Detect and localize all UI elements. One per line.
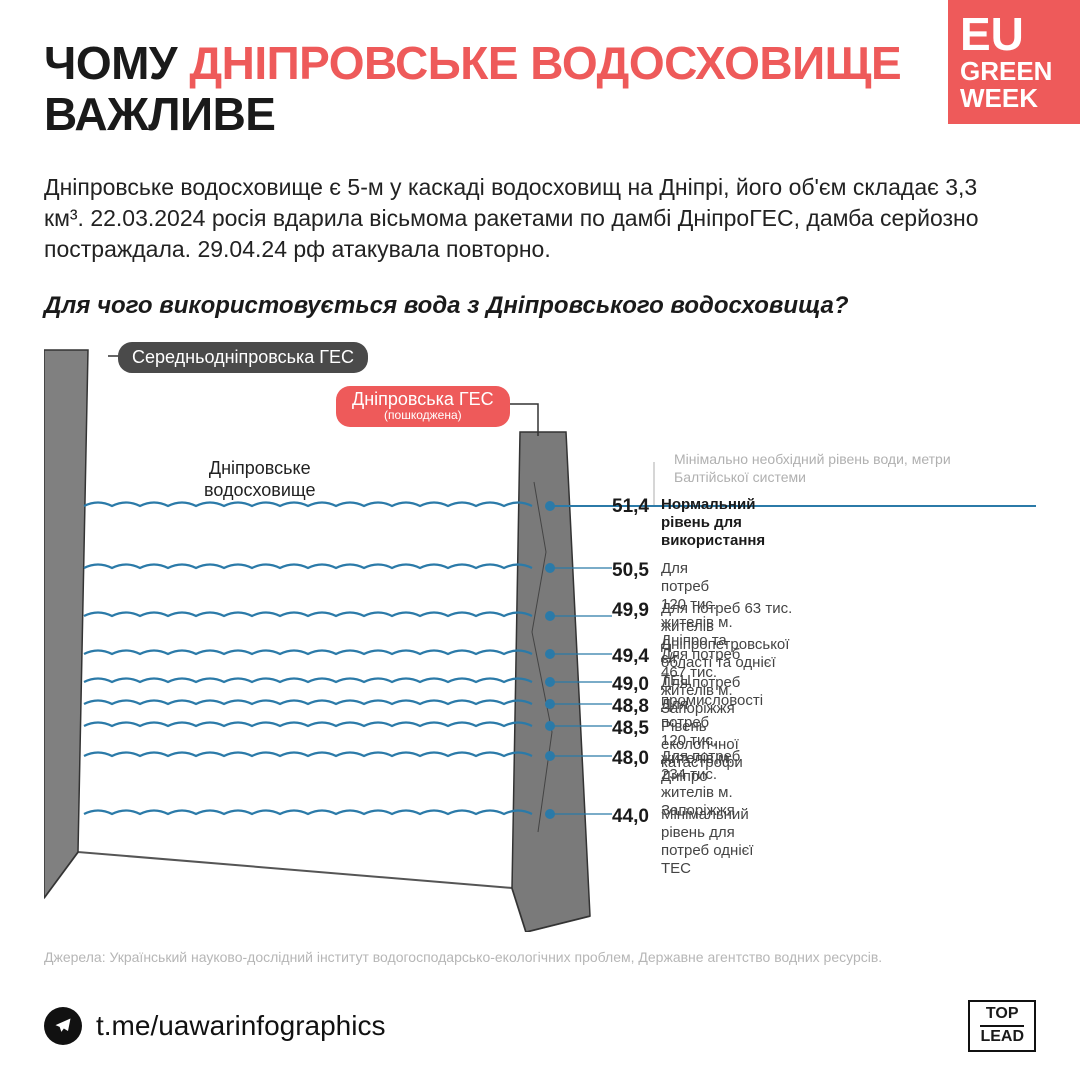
label-min-note: Мінімально необхідний рівень води, метри… — [674, 450, 1014, 486]
water-level-row: 44,0 Мінімальний рівень для потреб однієї… — [612, 806, 768, 878]
badge-eu: EU — [960, 13, 1080, 57]
eu-green-week-badge: EU GREEN WEEK — [948, 0, 1080, 124]
level-value: 50,5 — [612, 560, 649, 582]
label-reservoir: Дніпровськеводосховище — [204, 458, 316, 501]
level-value: 49,9 — [612, 600, 649, 622]
level-value: 48,8 — [612, 696, 649, 718]
label-dam-upstream: Середньодніпровська ГЕС — [118, 342, 368, 373]
telegram-link[interactable]: t.me/uawarinfographics — [44, 1007, 385, 1045]
level-value: 49,0 — [612, 674, 649, 696]
telegram-handle: t.me/uawarinfographics — [96, 1010, 385, 1042]
level-value: 48,0 — [612, 748, 649, 770]
dam2-name: Дніпровська ГЕС — [352, 389, 494, 409]
level-desc: Мінімальний рівень для потреб однієї ТЕС — [661, 806, 768, 878]
reservoir-diagram: Середньодніпровська ГЕС Дніпровська ГЕС … — [44, 332, 1036, 932]
diagram-svg — [44, 332, 1036, 932]
level-value: 51,4 — [612, 496, 649, 518]
telegram-icon — [44, 1007, 82, 1045]
level-desc: Нормальний рівень для використання — [661, 496, 784, 550]
title-part3: ВАЖЛИВЕ — [44, 88, 275, 140]
badge-green: GREEN — [960, 59, 1080, 84]
dam2-sub: (пошкоджена) — [352, 409, 494, 422]
sources-text: Джерела: Український науково-дослідний і… — [44, 948, 1020, 967]
top-lead-logo: TOP LEAD — [968, 1000, 1036, 1052]
lead-paragraph: Дніпровське водосховище є 5-м у каскаді … — [44, 172, 1020, 265]
badge-week: WEEK — [960, 86, 1080, 111]
page-title: ЧОМУ ДНІПРОВСЬКЕ ВОДОСХОВИЩЕ ВАЖЛИВЕ — [44, 38, 1036, 139]
toplead-top: TOP — [980, 1006, 1024, 1023]
level-value: 48,5 — [612, 718, 649, 740]
level-value: 44,0 — [612, 806, 649, 828]
question-heading: Для чого використовується вода з Дніпров… — [44, 292, 849, 320]
water-level-row: 51,4 Нормальний рівень для використання — [612, 496, 784, 550]
title-part1: ЧОМУ — [44, 37, 189, 89]
title-accent: ДНІПРОВСЬКЕ ВОДОСХОВИЩЕ — [189, 37, 901, 89]
label-dam-downstream: Дніпровська ГЕС (пошкоджена) — [336, 386, 510, 427]
toplead-lead: LEAD — [980, 1029, 1024, 1046]
level-value: 49,4 — [612, 646, 649, 668]
